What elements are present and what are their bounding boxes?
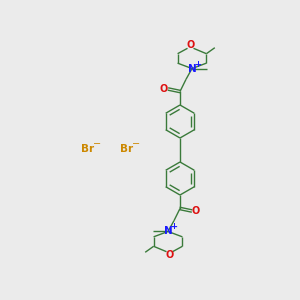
Text: +: + xyxy=(170,222,177,232)
Text: O: O xyxy=(192,206,200,216)
Text: Br: Br xyxy=(81,143,94,154)
Text: +: + xyxy=(194,59,201,68)
Text: O: O xyxy=(165,250,174,260)
Text: O: O xyxy=(186,40,195,50)
Text: Br: Br xyxy=(120,143,133,154)
Text: −: − xyxy=(93,139,102,149)
Text: O: O xyxy=(160,84,168,94)
Text: N: N xyxy=(164,226,172,236)
Text: −: − xyxy=(132,139,141,149)
Text: N: N xyxy=(188,64,196,74)
